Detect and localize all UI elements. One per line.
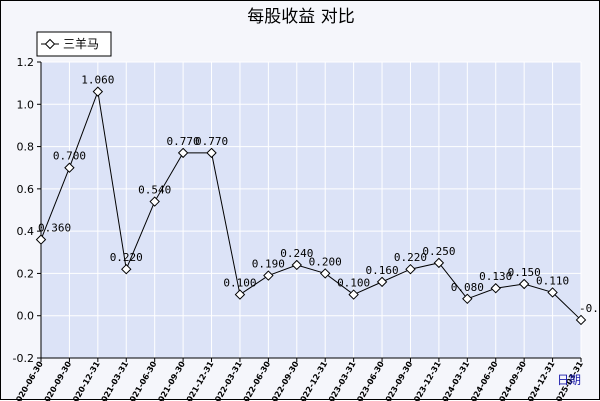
x-tick-label: 2022-06-30 xyxy=(239,359,273,401)
x-tick-label: 2020-12-31 xyxy=(68,359,102,401)
grid-lines xyxy=(40,61,582,359)
data-point-marker xyxy=(234,289,246,300)
y-tick-labels: -0.2 0.0 0.2 0.4 0.6 0.8 1.0 1.2 xyxy=(13,56,34,365)
x-tick-label: 2023-12-31 xyxy=(409,359,443,401)
data-point-marker xyxy=(64,162,75,173)
y-tick-label: 0.0 xyxy=(17,310,35,323)
x-tick-label: 2020-09-30 xyxy=(40,359,74,401)
x-tick-label: 2024-03-31 xyxy=(438,359,472,401)
series-lines xyxy=(40,89,582,321)
data-label: 0.160 xyxy=(365,264,398,277)
data-point-marker xyxy=(35,234,47,245)
legend: 三羊马 xyxy=(36,31,112,57)
x-tick-labels: 2020-06-302020-09-302020-12-312021-03-31… xyxy=(12,359,586,401)
data-point-marker xyxy=(348,289,359,300)
chart-title: 每股收益 对比 xyxy=(247,7,354,27)
data-label: 0.100 xyxy=(337,277,370,290)
data-point-marker xyxy=(320,268,331,279)
data-label: 0.770 xyxy=(167,135,200,148)
legend-diamond-icon xyxy=(44,38,56,50)
x-tick-label: 2023-09-30 xyxy=(381,359,415,401)
x-tick-label: 2024-06-30 xyxy=(466,359,500,401)
y-tick-label: -0.2 xyxy=(13,352,34,365)
legend-label: 三羊马 xyxy=(63,36,99,51)
data-label: 0.110 xyxy=(536,274,569,287)
data-label: 0.220 xyxy=(110,251,143,264)
data-label: 0.540 xyxy=(138,184,171,197)
x-tick-label: 2024-12-31 xyxy=(523,359,557,401)
data-point-marker xyxy=(490,283,501,294)
y-tick-label: 0.2 xyxy=(17,267,35,280)
data-point-marker xyxy=(405,263,416,275)
x-axis-name[interactable]: 日期 xyxy=(557,373,581,387)
x-tick-label: 2021-03-31 xyxy=(97,359,131,401)
data-label: 0.250 xyxy=(422,245,455,258)
data-point-marker xyxy=(121,263,132,275)
data-label: 0.150 xyxy=(508,266,541,279)
data-point-marker xyxy=(177,147,189,159)
y-tick-label: 0.8 xyxy=(17,141,35,154)
data-label: 0.220 xyxy=(394,251,427,264)
data-label: 0.080 xyxy=(451,281,484,294)
y-tick-label: 0.6 xyxy=(17,183,35,196)
data-point-marker xyxy=(206,147,217,159)
y-tick-label: 1.0 xyxy=(17,98,35,111)
data-point-marker xyxy=(518,278,530,290)
x-tick-label: 2022-09-30 xyxy=(267,359,301,401)
data-label: 0.100 xyxy=(223,277,256,290)
data-points xyxy=(35,86,587,326)
series-line xyxy=(40,89,582,321)
x-tick-label: 2023-03-31 xyxy=(324,359,358,401)
data-point-marker xyxy=(462,293,473,305)
data-label: -0.020 xyxy=(579,302,600,315)
data-label: 0.770 xyxy=(195,135,228,148)
x-tick-label: 2021-06-30 xyxy=(125,359,159,401)
data-point-marker xyxy=(263,270,274,281)
plot-area xyxy=(41,62,581,358)
data-label: 0.130 xyxy=(479,270,512,283)
data-label: 0.190 xyxy=(252,258,285,271)
y-tick-label: 0.4 xyxy=(17,225,35,238)
data-label: 1.060 xyxy=(81,74,114,87)
data-point-marker xyxy=(433,257,445,269)
x-tick-label: 2022-12-31 xyxy=(296,359,330,401)
data-point-marker xyxy=(547,287,558,298)
x-tick-label: 2022-03-31 xyxy=(210,359,244,401)
x-tick-label: 2023-06-30 xyxy=(353,359,387,401)
data-label: 0.360 xyxy=(38,222,71,235)
x-tick-label: 2020-06-30 xyxy=(12,359,46,401)
x-tick-label: 2021-12-31 xyxy=(182,359,216,401)
axes xyxy=(37,61,582,362)
data-point-marker xyxy=(575,314,587,326)
x-tick-label: 2024-09-30 xyxy=(495,359,529,401)
data-label: 0.240 xyxy=(280,247,313,260)
data-point-marker xyxy=(291,259,302,271)
data-label: 0.700 xyxy=(53,150,86,163)
data-point-marker xyxy=(376,276,388,288)
data-point-marker xyxy=(149,196,160,207)
y-tick-label: 1.2 xyxy=(17,56,35,69)
data-point-marker xyxy=(92,86,104,97)
x-tick-label: 2021-09-30 xyxy=(154,359,188,401)
data-label: 0.200 xyxy=(309,255,342,268)
